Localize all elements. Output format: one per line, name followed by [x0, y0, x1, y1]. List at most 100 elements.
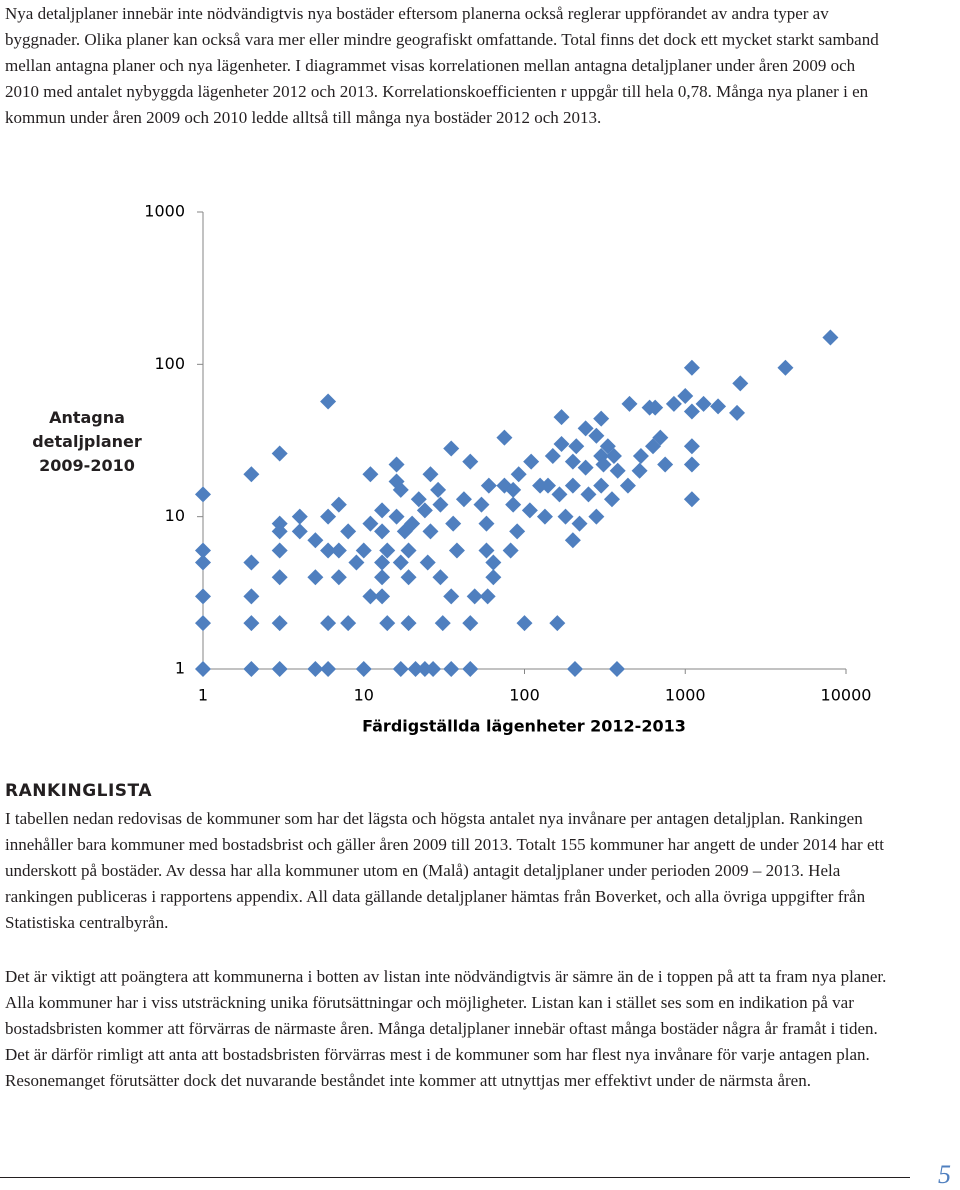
data-point [443, 588, 460, 605]
data-point [593, 410, 610, 427]
data-point [243, 554, 260, 571]
data-point [683, 438, 700, 455]
data-point [396, 523, 413, 540]
data-point [195, 588, 211, 605]
data-point [340, 615, 357, 632]
data-point [822, 329, 839, 346]
data-point [621, 395, 638, 412]
data-point [593, 477, 610, 494]
data-point [195, 542, 211, 559]
data-point [644, 438, 661, 455]
data-point [619, 477, 636, 494]
data-point [695, 395, 712, 412]
data-point [445, 515, 462, 532]
data-point [320, 393, 337, 410]
x-tick-label: 1 [198, 686, 208, 705]
data-point [271, 445, 288, 462]
data-point [480, 477, 497, 494]
paragraph: Det är viktigt att poängtera att kommune… [5, 967, 887, 1090]
data-point [588, 427, 605, 444]
data-point [410, 491, 427, 508]
data-point [195, 661, 211, 677]
data-point [603, 491, 620, 508]
data-point [320, 615, 337, 632]
data-point [291, 508, 308, 525]
data-point [392, 554, 409, 571]
data-point [516, 615, 533, 632]
data-point [505, 496, 522, 513]
data-point [677, 387, 694, 404]
data-point [478, 542, 495, 559]
data-point [195, 486, 211, 503]
data-point [271, 542, 288, 559]
data-point [307, 569, 324, 586]
x-tick-label: 10000 [821, 686, 872, 705]
y-tick-label: 1 [175, 659, 185, 678]
data-point [536, 508, 553, 525]
x-tick-label: 10 [354, 686, 374, 705]
data-point [462, 615, 479, 632]
scatter-chart: Färdigställda lägenheter 2012-2013 1 10 10… [144, 202, 872, 736]
data-point [388, 508, 405, 525]
data-point [374, 502, 391, 519]
data-point [243, 615, 260, 632]
data-point [647, 399, 664, 416]
y-tick-label: 1000 [144, 202, 185, 221]
data-point [729, 404, 746, 421]
data-point [485, 569, 502, 586]
data-point [425, 661, 442, 677]
data-point [432, 569, 449, 586]
page-number: 5 [938, 1160, 951, 1189]
data-point [443, 661, 460, 677]
data-point [243, 588, 260, 605]
data-point [478, 515, 495, 532]
data-point [374, 588, 391, 605]
data-point [568, 438, 585, 455]
data-point [320, 542, 337, 559]
section-heading: RANKINGLISTA [5, 781, 152, 801]
data-point [448, 542, 465, 559]
data-point [355, 661, 372, 677]
data-point [416, 502, 433, 519]
data-point [430, 481, 447, 498]
data-point [485, 554, 502, 571]
data-point [195, 615, 211, 632]
data-point [271, 523, 288, 540]
data-point [362, 466, 379, 483]
data-point [291, 523, 308, 540]
data-point [432, 496, 449, 513]
data-point [577, 459, 594, 476]
data-point [388, 456, 405, 473]
data-point [271, 569, 288, 586]
data-point [710, 398, 727, 415]
data-point [632, 448, 649, 465]
data-point [521, 502, 538, 519]
data-point [330, 496, 347, 513]
data-point [307, 532, 324, 549]
data-point [553, 409, 570, 426]
x-axis-label: Färdigställda lägenheter 2012-2013 [362, 717, 686, 736]
data-point [571, 515, 588, 532]
data-point [195, 554, 211, 571]
data-point [553, 435, 570, 452]
y-tick-label: 10 [165, 506, 185, 525]
data-point [523, 453, 540, 470]
data-point [683, 491, 700, 508]
data-point [595, 456, 612, 473]
data-point [392, 661, 409, 677]
data-point [539, 477, 556, 494]
data-point [320, 661, 337, 677]
data-point [307, 661, 324, 677]
data-point [243, 466, 260, 483]
data-point [479, 588, 496, 605]
y-axis-label: Antagna detaljplaner 2009-2010 [32, 408, 142, 475]
x-tick-label: 1000 [665, 686, 706, 705]
data-point [462, 661, 479, 677]
data-point [544, 448, 561, 465]
data-point [400, 542, 417, 559]
data-point [577, 420, 594, 437]
data-point [422, 523, 439, 540]
paragraph: I tabellen nedan redovisas de kommuner s… [5, 809, 884, 932]
data-point [564, 477, 581, 494]
